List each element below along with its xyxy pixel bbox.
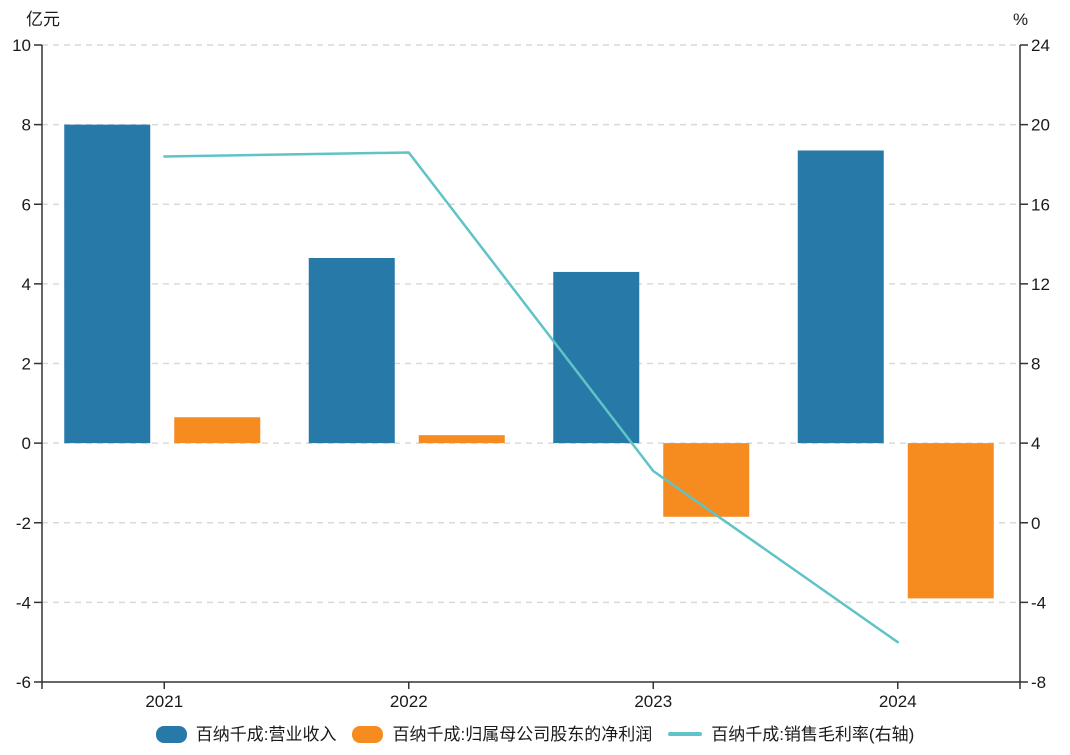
legend-item-net-profit[interactable]: 百纳千成:归属母公司股东的净利润	[352, 724, 653, 744]
left-tick-label-10: 10	[12, 36, 31, 55]
bar-net-profit-2021	[174, 417, 261, 444]
bar-net-profit-2024	[907, 443, 994, 599]
bar-revenue-2024	[797, 150, 884, 444]
right-tick-label-4: 4	[1031, 434, 1040, 453]
legend-label-net-profit: 百纳千成:归属母公司股东的净利润	[392, 724, 653, 744]
bar-net-profit-2023	[663, 443, 750, 517]
right-tick-label--4: -4	[1031, 593, 1046, 612]
right-tick-label--8: -8	[1031, 673, 1046, 692]
x-tick-label-2023: 2023	[634, 692, 672, 711]
gross-margin-line-swatch-icon	[668, 732, 703, 736]
x-tick-label-2024: 2024	[879, 692, 917, 711]
legend-item-gross-margin[interactable]: 百纳千成:销售毛利率(右轴)	[668, 726, 914, 743]
bar-net-profit-2022	[418, 435, 505, 444]
revenue-swatch-icon	[155, 725, 187, 743]
legend-item-revenue[interactable]: 百纳千成:营业收入	[155, 724, 337, 744]
net-profit-swatch-icon	[352, 725, 384, 743]
right-tick-label-8: 8	[1031, 355, 1040, 374]
left-axis-title: 亿元	[26, 10, 60, 29]
legend-label-revenue: 百纳千成:营业收入	[195, 724, 337, 744]
right-tick-label-16: 16	[1031, 195, 1050, 214]
bar-revenue-2021	[64, 124, 151, 444]
left-tick-label--4: -4	[16, 593, 31, 612]
right-tick-label-12: 12	[1031, 275, 1050, 294]
right-tick-label-20: 20	[1031, 116, 1050, 135]
right-axis-title: %	[1013, 10, 1028, 29]
left-tick-label-6: 6	[22, 195, 31, 214]
right-tick-label-0: 0	[1031, 514, 1040, 533]
x-tick-label-2022: 2022	[390, 692, 428, 711]
left-tick-label-4: 4	[22, 275, 31, 294]
legend: 百纳千成:营业收入 百纳千成:归属母公司股东的净利润 百纳千成:销售毛利率(右轴…	[0, 721, 1070, 747]
gross-margin-line	[163, 151, 899, 644]
left-tick-label-8: 8	[22, 116, 31, 135]
left-tick-label--6: -6	[16, 673, 31, 692]
bar-revenue-2022	[308, 257, 395, 444]
right-tick-label-24: 24	[1031, 36, 1050, 55]
left-tick-label--2: -2	[16, 514, 31, 533]
x-tick-label-2021: 2021	[145, 692, 183, 711]
left-tick-label-0: 0	[22, 434, 31, 453]
left-tick-label-2: 2	[22, 355, 31, 374]
legend-label-gross-margin: 百纳千成:销售毛利率(右轴)	[711, 724, 915, 744]
